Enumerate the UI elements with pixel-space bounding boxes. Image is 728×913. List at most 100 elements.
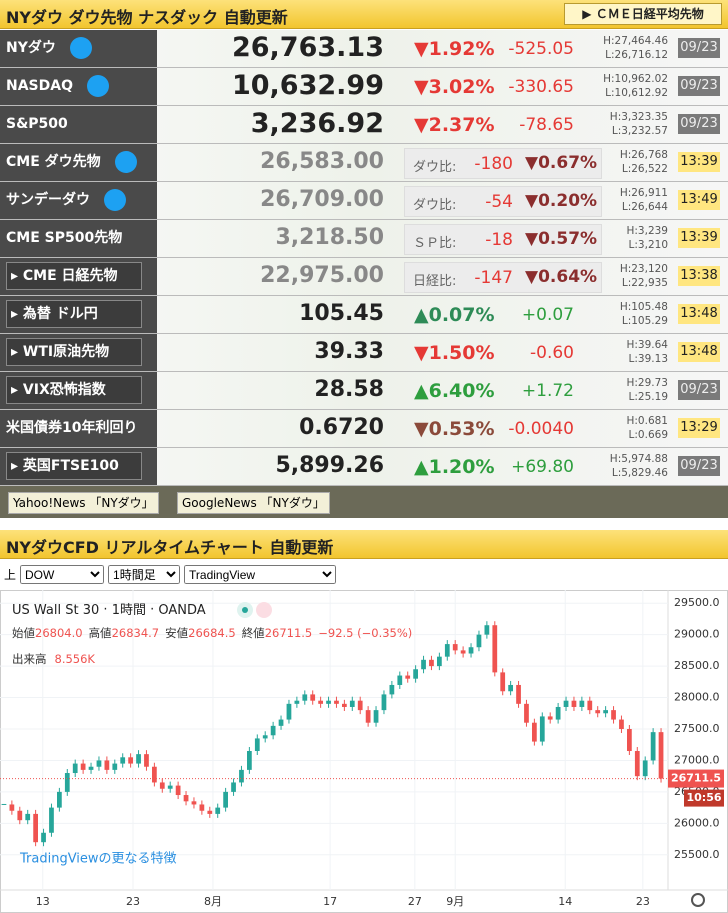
quote-row: NYダウ 26,763.13 ▼1.92% -525.05 H:27,464.46 L:2… (0, 30, 728, 68)
change: -180 (474, 154, 513, 174)
candle-body (452, 644, 458, 651)
chart-title: US Wall St 30 · 1時間 · OANDA (12, 603, 206, 618)
low: L:105.29 (621, 315, 668, 327)
x-tick-label: 9月 (446, 895, 464, 908)
candle-body (611, 710, 616, 720)
high-low: H:3,323.35 L:3,232.57 (610, 110, 668, 138)
time-badge: 09/23 (678, 38, 720, 58)
name: S&P500 (6, 116, 68, 132)
low: L:3,232.57 (611, 125, 668, 137)
high-low: H:10,962.02 L:10,612.92 (603, 72, 668, 100)
time-badge: 09/23 (678, 380, 720, 400)
news-link[interactable]: Yahoo!News 「NYダウ」 (8, 492, 159, 514)
button-text[interactable]: ＣＭＥ日経平均先物 (595, 7, 704, 21)
name-cell: CME ダウ先物 (0, 144, 157, 181)
change: -18 (485, 230, 513, 250)
candle-body (49, 807, 54, 833)
name-button[interactable]: ▸ CME 日経先物 (6, 262, 142, 290)
ohlc-label: 始値 (12, 626, 35, 640)
price: 3,218.50 (275, 225, 384, 250)
y-tick-label: 29000.0 (674, 628, 720, 641)
candle-body (634, 751, 640, 777)
compare-label: ＳＰ比: (413, 236, 457, 251)
candle-body (278, 719, 284, 726)
change-pct: ▼1.50% (414, 342, 495, 364)
candle-body (460, 650, 466, 654)
time-box (684, 789, 724, 807)
name: CME ダウ先物 (6, 154, 101, 170)
high: H:5,974.88 (609, 453, 668, 465)
ohlc-value: 26711.5 (265, 626, 313, 640)
low: L:26,644 (621, 201, 668, 213)
quote-row: ▸ WTI原油先物 39.33 ▼1.50% -0.60 H:39.64 L:39.13 1… (0, 334, 728, 372)
compare-box: ダウ比: -54 ▼0.20% (404, 186, 602, 217)
candle-body (25, 813, 31, 821)
quote-row: ▸ 為替 ドル円 105.45 ▲0.07% +0.07 H:105.48 L:105.2… (0, 296, 728, 334)
twitter-icon (114, 151, 137, 173)
candle-body (72, 763, 78, 774)
low: L:25.19 (628, 391, 668, 403)
last-time-label: 10:56 (686, 791, 721, 804)
time-badge: 13:38 (678, 266, 720, 286)
quote-row: S&P500 3,236.92 ▼2.37% -78.65 H:3,323.35 L:3,… (0, 106, 728, 144)
header-title: NYダウ ダウ先物 ナスダック 自動更新 (6, 8, 288, 27)
time-badge: 09/23 (678, 76, 720, 96)
name-cell: ▸ 為替 ドル円 (0, 296, 157, 333)
candle-body (120, 757, 126, 764)
interval: 1時間 (112, 603, 146, 618)
promo[interactable]: TradingViewの更なる特徴 (19, 852, 177, 867)
candle-body (421, 659, 426, 670)
change: +0.07 (521, 305, 574, 325)
candle-body (128, 757, 133, 764)
candle-body (571, 700, 577, 707)
change-pct: ▼0.67% (525, 153, 598, 173)
news-link[interactable]: GoogleNews 「NYダウ」 (177, 492, 330, 514)
symbol-select[interactable]: DOW (20, 565, 105, 584)
x-tick-label: 27 (408, 895, 422, 908)
candle-body (524, 703, 529, 723)
nikkei-button[interactable]: ▶ ＣＭＥ日経平均先物 (564, 3, 722, 25)
candle-body (41, 832, 46, 843)
settings-icon[interactable] (691, 893, 705, 907)
high-low: H:105.48 L:105.29 (620, 300, 668, 328)
high: H:10,962.02 (603, 73, 668, 85)
compare-label: 日経比: (413, 274, 457, 289)
candle-body (17, 810, 23, 821)
low: L:22,935 (621, 277, 668, 289)
compare-box: ダウ比: -180 ▼0.67% (404, 148, 602, 179)
change-pct: ▲1.20% (414, 456, 495, 478)
compare-label: ダウ比: (413, 160, 457, 175)
price: 26,763.13 (231, 32, 384, 63)
price: 3,236.92 (250, 108, 384, 139)
price: 28.58 (314, 377, 384, 402)
provider-select[interactable]: TradingView (184, 565, 337, 584)
change: -330.65 (508, 77, 574, 97)
price: 26,709.00 (260, 187, 384, 212)
header: NYダウ ダウ先物 ナスダック 自動更新 ▶ ＣＭＥ日経平均先物 (0, 0, 728, 29)
interval-select[interactable]: 1時間足 (108, 565, 181, 584)
change-pct: ▼0.64% (525, 267, 598, 287)
candle-body (476, 634, 482, 648)
change-pct: ▼3.02% (414, 76, 495, 98)
candle-body (508, 684, 513, 692)
low: L:39.13 (628, 353, 668, 365)
name-button[interactable]: ▸ 為替 ドル円 (6, 300, 142, 328)
y-tick-label: 28000.0 (674, 691, 720, 704)
candle-body (603, 710, 608, 714)
quote-row: NASDAQ 10,632.99 ▼3.02% -330.65 H:10,962.02 L… (0, 68, 728, 106)
ohlc: 始値26804.0 高値26834.7 安値26684.5 終値26711.5 −92.… (12, 626, 412, 640)
high: H:26,768 (619, 149, 668, 161)
source: OANDA (158, 603, 205, 618)
high: H:29.73 (626, 377, 669, 389)
candle-body (619, 719, 624, 729)
name-button[interactable]: ▸ 英国FTSE100 (6, 452, 142, 480)
candle-body (555, 706, 561, 720)
candle-body (381, 694, 387, 711)
name-cell: ▸ WTI原油先物 (0, 334, 157, 371)
symbol: US Wall St 30 (12, 603, 99, 618)
name-button[interactable]: ▸ VIX恐怖指数 (6, 376, 142, 404)
candle-body (231, 782, 236, 792)
candle-body (88, 766, 94, 770)
name-button[interactable]: ▸ WTI原油先物 (6, 338, 142, 366)
high-low: H:26,768 L:26,522 (620, 148, 668, 176)
